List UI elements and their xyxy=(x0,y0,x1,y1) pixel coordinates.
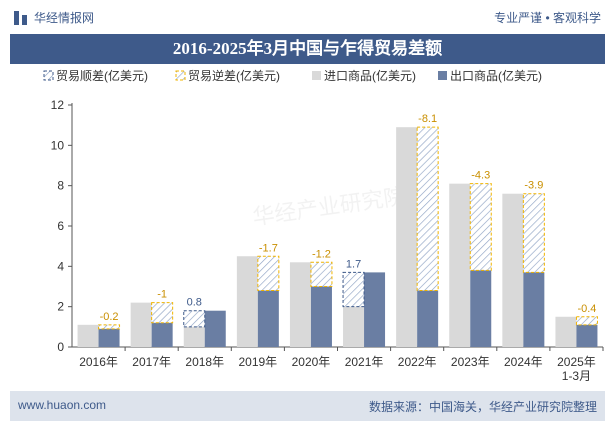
x-tick-label: 2023年 xyxy=(451,355,490,369)
y-tick-label: 10 xyxy=(51,138,65,152)
deficit-box xyxy=(257,255,280,292)
balance-label: -0.4 xyxy=(577,303,596,315)
watermark-text: 华经产业研究院 xyxy=(251,183,407,229)
chart-title: 2016-2025年3月中国与乍得贸易差额 xyxy=(10,34,605,64)
legend-label-deficit: 贸易逆差(亿美元) xyxy=(188,68,280,83)
x-tick-label: 2017年 xyxy=(132,355,171,369)
deficit-box xyxy=(98,324,121,330)
balance-label: 1.7 xyxy=(346,258,361,270)
import-bar xyxy=(396,127,418,347)
balance-label: -4.3 xyxy=(471,170,490,182)
y-tick-label: 4 xyxy=(57,259,64,273)
deficit-box xyxy=(575,316,598,326)
y-tick-label: 8 xyxy=(57,179,64,193)
y-tick-label: 6 xyxy=(57,219,64,233)
y-tick-label: 2 xyxy=(57,300,64,314)
x-tick-label: 2024年 xyxy=(504,355,543,369)
logo-icon xyxy=(14,10,28,25)
export-bar xyxy=(151,322,173,347)
x-tick-label: 2018年 xyxy=(185,355,224,369)
deficit-box xyxy=(416,126,439,292)
legend-swatch-import xyxy=(312,71,321,80)
export-bar xyxy=(470,270,492,347)
import-bar xyxy=(555,316,577,347)
import-bar xyxy=(449,183,471,347)
top-bar: 华经情报网 专业严谨 • 客观科学 xyxy=(0,0,615,34)
chart-area: 华经产业研究院 贸易顺差(亿美元) 贸易逆差(亿美元) 进口商品(亿美元) 出口商品(亿… xyxy=(43,68,604,383)
balance-label: -1 xyxy=(157,289,167,301)
import-bar xyxy=(183,326,205,347)
website-link[interactable]: www.huaon.com xyxy=(18,398,107,412)
x-tick-label: 2020年 xyxy=(292,355,331,369)
y-tick-label: 12 xyxy=(51,98,65,112)
balance-label: -0.2 xyxy=(100,311,119,323)
export-bar xyxy=(523,272,545,347)
import-bar xyxy=(236,256,258,347)
x-tick-label: 1-3月 xyxy=(562,369,591,383)
export-bar xyxy=(257,290,279,347)
balance-label: -1.7 xyxy=(259,242,278,254)
deficit-box xyxy=(469,183,492,271)
legend-swatch-surplus xyxy=(43,70,54,81)
x-tick-label: 2019年 xyxy=(238,355,277,369)
legend-label-export: 出口商品(亿美元) xyxy=(450,68,542,83)
export-bar xyxy=(98,328,120,347)
balance-label: -8.1 xyxy=(418,113,437,125)
export-bar xyxy=(204,310,226,347)
brand-name: 华经情报网 xyxy=(34,11,95,25)
export-bar xyxy=(417,290,439,347)
deficit-box xyxy=(151,302,174,324)
balance-label: -1.2 xyxy=(312,248,331,260)
x-tick-label: 2022年 xyxy=(398,355,437,369)
import-bar xyxy=(502,193,524,347)
export-bar xyxy=(576,324,598,347)
import-bar xyxy=(130,302,152,347)
legend-label-surplus: 贸易顺差(亿美元) xyxy=(56,68,148,83)
deficit-box xyxy=(310,261,333,288)
legend-swatch-deficit xyxy=(175,70,186,81)
x-tick-label: 2025年 xyxy=(557,355,596,369)
footer: www.huaon.com 数据来源：中国海关，华经产业研究院整理 xyxy=(10,391,605,421)
import-bar xyxy=(77,324,99,347)
import-bar xyxy=(289,262,311,347)
legend-label-import: 进口商品(亿美元) xyxy=(324,68,416,83)
x-tick-label: 2021年 xyxy=(345,355,384,369)
balance-label: -3.9 xyxy=(524,180,543,192)
surplus-box xyxy=(183,310,206,328)
x-tick-label: 2016年 xyxy=(79,355,118,369)
brand-logo: 华经情报网 xyxy=(14,9,94,26)
balance-label: 0.8 xyxy=(187,297,202,309)
export-bar xyxy=(310,286,332,347)
deficit-box xyxy=(522,193,545,273)
surplus-box xyxy=(342,271,365,308)
tagline: 专业严谨 • 客观科学 xyxy=(494,11,601,25)
import-bar xyxy=(343,306,365,347)
legend-swatch-export xyxy=(438,71,447,80)
y-tick-label: 0 xyxy=(57,340,64,354)
export-bar xyxy=(364,272,386,347)
data-source: 数据来源：中国海关，华经产业研究院整理 xyxy=(368,400,597,414)
